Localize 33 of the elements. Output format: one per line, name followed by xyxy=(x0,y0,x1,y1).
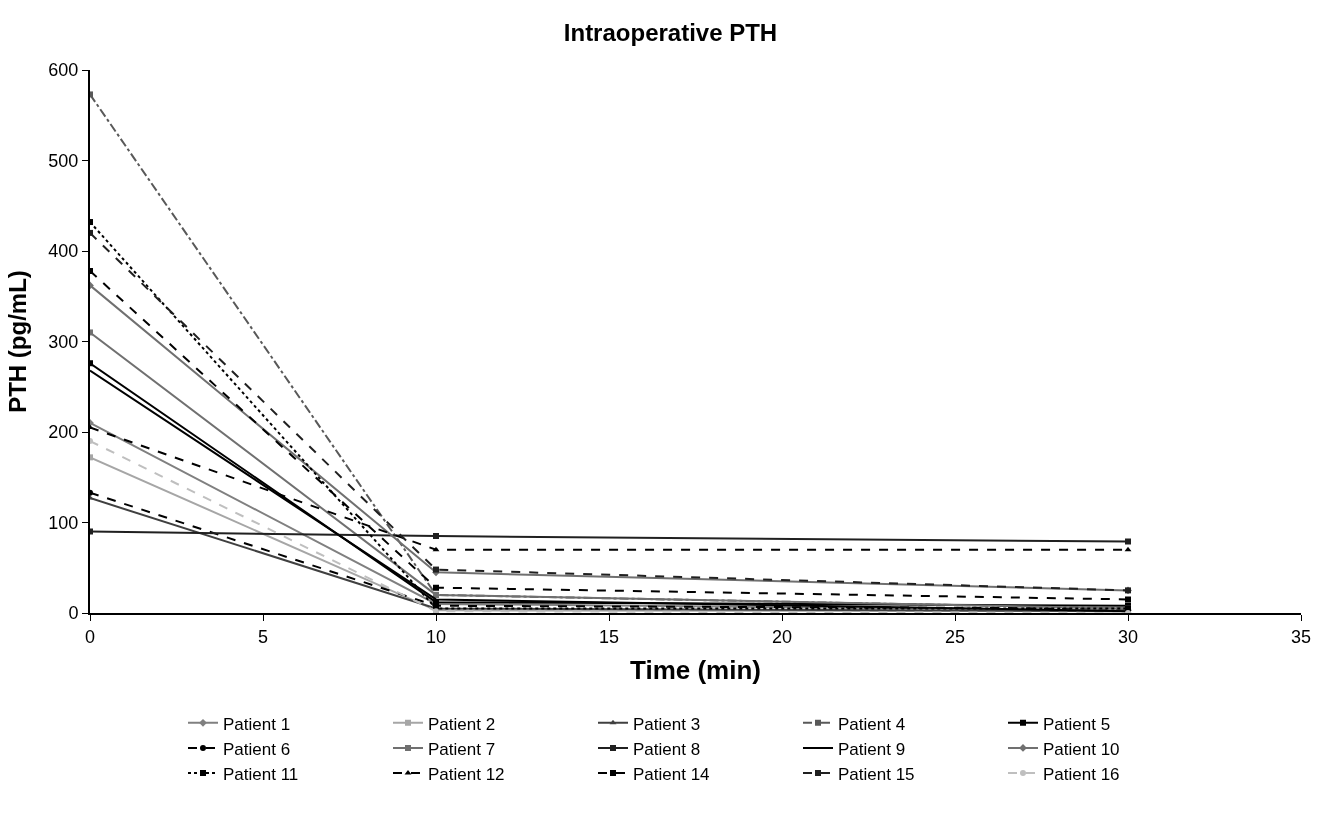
legend-label: Patient 4 xyxy=(838,714,906,734)
x-tick-label: 0 xyxy=(84,626,96,647)
x-tick-label: 20 xyxy=(771,626,793,647)
chart-title: Intraoperative PTH xyxy=(563,19,778,47)
y-tick-label: 200 xyxy=(48,422,79,443)
y-tick-label: 600 xyxy=(48,60,79,81)
legend-label: Patient 5 xyxy=(1043,714,1111,734)
y-tick-label: 300 xyxy=(48,331,79,352)
legend-label: Patient 7 xyxy=(428,739,496,759)
legend-label: Patient 12 xyxy=(428,764,505,784)
y-tick-label: 100 xyxy=(48,512,79,533)
x-tick-label: 25 xyxy=(944,626,966,647)
legend-label: Patient 8 xyxy=(633,739,701,759)
legend-label: Patient 1 xyxy=(223,714,291,734)
x-tick-label: 30 xyxy=(1117,626,1139,647)
legend-label: Patient 11 xyxy=(223,764,299,784)
legend-label: Patient 16 xyxy=(1043,764,1120,784)
x-tick-label: 5 xyxy=(257,626,269,647)
x-tick-label: 35 xyxy=(1290,626,1312,647)
y-axis-title: PTH (pg/mL) xyxy=(3,270,31,413)
x-tick-label: 10 xyxy=(425,626,447,647)
legend-label: Patient 6 xyxy=(223,739,291,759)
y-tick-label: 500 xyxy=(48,150,79,171)
y-tick-label: 0 xyxy=(68,603,79,624)
legend-label: Patient 2 xyxy=(428,714,496,734)
legend-label: Patient 15 xyxy=(838,764,915,784)
legend-label: Patient 10 xyxy=(1043,739,1120,759)
legend-label: Patient 9 xyxy=(838,739,906,759)
x-axis-title: Time (min) xyxy=(630,654,761,685)
x-tick-label: 15 xyxy=(598,626,620,647)
y-tick-label: 400 xyxy=(48,241,79,262)
legend-label: Patient 3 xyxy=(633,714,701,734)
legend-label: Patient 14 xyxy=(633,764,710,784)
